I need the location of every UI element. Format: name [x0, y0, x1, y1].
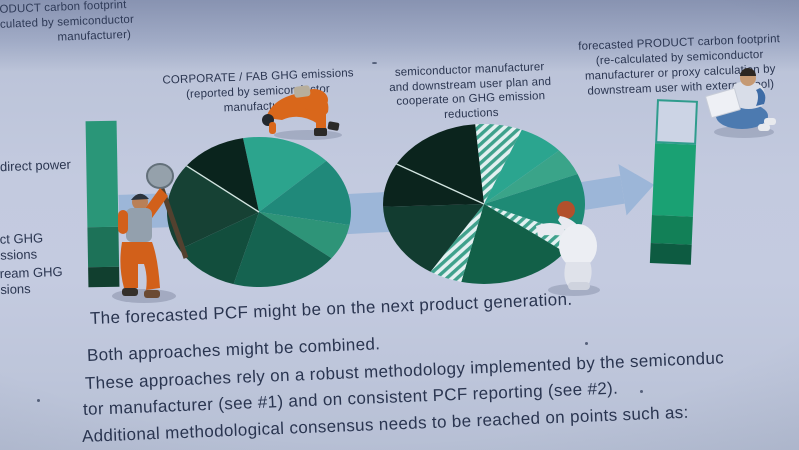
bar-label-line: ct GHG [0, 230, 44, 247]
figurine-engineer-white-crouching [536, 201, 600, 296]
worker-vest [126, 208, 152, 242]
right-stacked-bar-forecast-placeholder [655, 99, 698, 145]
pie-slice [383, 124, 484, 207]
pie-slice [475, 123, 522, 204]
column-header-product-pcf: ODUCT carbon footprint culated by semico… [0, 0, 151, 48]
pie-slice [259, 212, 350, 259]
pie-slice [484, 150, 578, 204]
shovel-blade [146, 163, 174, 189]
flow-band-middle [342, 191, 394, 235]
bar-label-upstream-ghg-emissions: ream GHG sions [0, 264, 63, 298]
bar-label-direct-ghg-emissions: ct GHG ssions [0, 230, 44, 263]
pie-divider [186, 165, 260, 213]
right-stacked-bar-direct-ghg-emissions [650, 214, 693, 245]
pie-slice [484, 129, 560, 204]
engineer-head [557, 201, 575, 219]
worker-boot [122, 288, 138, 296]
worker-arm [269, 122, 276, 134]
worker-pack [293, 85, 311, 98]
right-stacked-bar-upstream-ghg-emissions [649, 242, 692, 265]
worker-legs [120, 242, 160, 290]
right-stacked-bar-indirect-power [651, 143, 697, 217]
column-header-cooperation-plan: semiconductor manufacturer and downstrea… [382, 60, 559, 125]
pie-slice [233, 212, 332, 288]
reader-sneaker [764, 118, 776, 125]
flow-arrow-right [580, 164, 655, 216]
photo-speck [372, 62, 377, 64]
pie-slice [259, 160, 351, 225]
worker-arm [118, 210, 128, 234]
worker-boot [314, 128, 327, 136]
reader-torso [732, 81, 765, 109]
pie-slice [461, 204, 565, 284]
pie-slice [166, 165, 259, 250]
reader-arm [756, 88, 766, 106]
bar-label-line: ream GHG [0, 263, 63, 282]
worker-leg [316, 110, 326, 130]
photo-speck [585, 342, 588, 345]
photo-speck [37, 399, 40, 402]
reader-hair [740, 68, 756, 76]
bar-label-indirect-power: direct power [0, 156, 72, 175]
flow-arrow-shaft [580, 175, 625, 210]
engineer-foot [568, 282, 590, 290]
pie-slice [243, 136, 327, 212]
worker-boot [144, 290, 160, 298]
pie-divider [396, 163, 485, 205]
figurine-worker-with-shovel [112, 163, 189, 303]
pie-slice [383, 204, 484, 272]
figurine-worker-bending [262, 85, 342, 140]
worker-boot [327, 121, 340, 131]
bar-label-line: sions [0, 281, 31, 298]
photo-speck [640, 390, 643, 393]
pie-slice [186, 138, 259, 212]
reader-sneaker [758, 124, 770, 131]
engineer-legs [564, 262, 592, 286]
engineer-arms [536, 223, 566, 236]
worker-cap [131, 193, 149, 200]
bar-label-line: ssions [0, 246, 38, 263]
figurine-shadow [112, 289, 176, 303]
figurine-shadow [274, 130, 342, 140]
figurine-person-sitting-reading [705, 68, 776, 138]
pie-chart-corporate-ghg [166, 136, 351, 288]
stacked-bar-forecast-pcf [649, 99, 698, 265]
pie-slice [430, 204, 484, 282]
flow-arrow-head [618, 164, 655, 216]
pie-slice [484, 204, 577, 253]
reader-paper [705, 88, 741, 118]
engineer-torso [559, 224, 597, 268]
pie-slice [179, 212, 259, 285]
